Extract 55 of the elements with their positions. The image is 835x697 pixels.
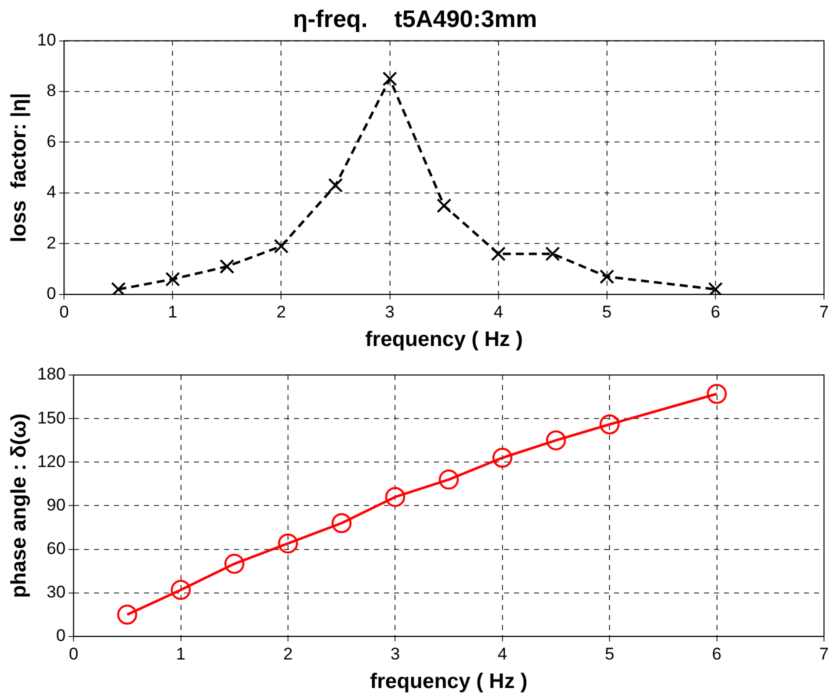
y-tick-label: 4	[46, 182, 56, 202]
x-axis-title: frequency ( Hz )	[370, 670, 528, 694]
y-tick-label: 8	[46, 81, 56, 100]
y-tick-label: 0	[56, 626, 66, 646]
point	[706, 384, 727, 404]
y-tick-label: 2	[46, 233, 56, 252]
x-tick-label: 6	[710, 302, 720, 322]
x-tick-label: 2	[276, 302, 286, 322]
point	[545, 246, 560, 262]
point	[438, 470, 459, 490]
point	[111, 282, 126, 294]
point	[382, 71, 398, 86]
point	[546, 430, 566, 450]
point	[490, 246, 506, 262]
point	[436, 198, 452, 214]
x-tick-label: 2	[283, 644, 293, 664]
point	[492, 448, 512, 468]
x-tick-label: 4	[498, 644, 508, 664]
x-tick-label: 3	[385, 302, 395, 322]
x-tick-label: 7	[819, 302, 829, 322]
x-tick-label: 1	[176, 644, 186, 664]
x-tick-label: 4	[494, 302, 504, 322]
y-tick-label: 90	[46, 495, 66, 514]
x-tick-label: 6	[712, 644, 722, 664]
x-tick-label: 3	[390, 644, 400, 664]
point	[278, 533, 298, 554]
point	[328, 178, 343, 193]
point	[117, 604, 138, 625]
x-tick-label: 1	[168, 302, 178, 322]
y-axis-title: loss factor: |η|	[7, 92, 30, 242]
x-axis-title: frequency ( Hz )	[365, 328, 523, 352]
y-tick-label: 180	[37, 364, 66, 384]
point	[165, 272, 180, 287]
chart-title: η-freq. t5A490:3mm	[292, 6, 538, 34]
point	[600, 269, 614, 284]
x-tick-label: 5	[602, 302, 612, 322]
point	[224, 554, 244, 574]
x-tick-label: 0	[68, 644, 78, 664]
y-tick-label: 0	[46, 284, 56, 304]
point	[708, 282, 723, 294]
y-tick-label: 6	[46, 132, 56, 151]
point	[385, 486, 406, 507]
point	[274, 238, 289, 254]
point	[170, 580, 191, 600]
point	[332, 513, 352, 534]
point	[220, 259, 234, 274]
y-axis-title: phase angle : δ(ω)	[7, 413, 30, 598]
y-tick-label: 30	[46, 582, 66, 602]
x-tick-label: 7	[819, 644, 829, 664]
y-tick-label: 150	[37, 408, 66, 428]
x-tick-label: 5	[604, 644, 614, 664]
y-tick-label: 60	[46, 538, 66, 558]
point	[600, 414, 620, 434]
y-tick-label: 10	[37, 30, 56, 50]
y-tick-label: 120	[37, 452, 66, 471]
